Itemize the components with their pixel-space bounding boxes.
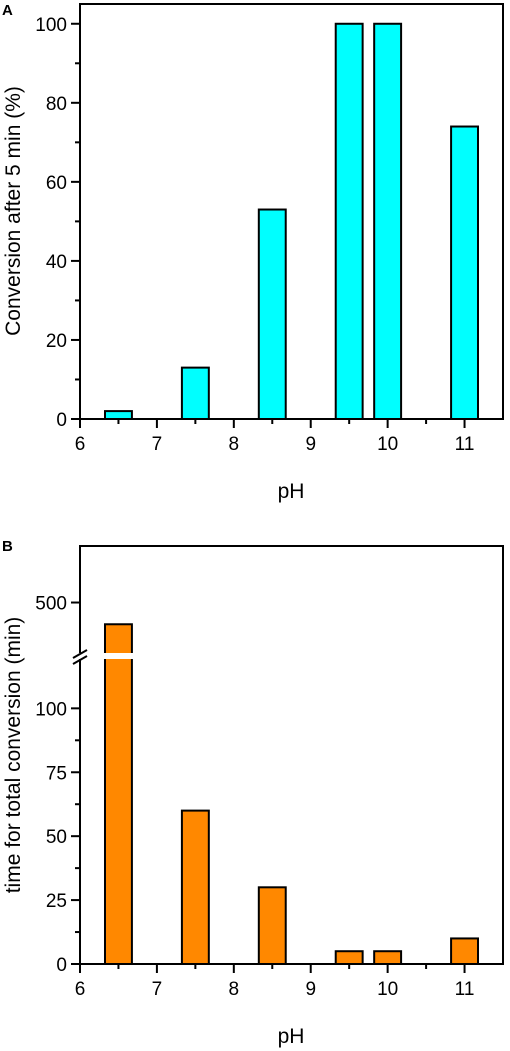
panel-a-x-axis-title: pH [278,480,305,503]
panel-b-x-tick-label: 11 [455,979,475,1000]
panel-a-letter: A [2,2,13,19]
panel-b-y-tick-label: 50 [46,827,67,848]
panel-b-break-slash [72,655,88,665]
panel-b-break-slash [72,649,88,659]
panel-a-plot-frame [79,3,504,420]
panel-b-y-tick-label: 25 [46,891,67,912]
panel-a-y-axis-title: Conversion after 5 min (%) [2,86,25,336]
panel-b-plot-frame [79,545,504,965]
panel-b-y-tick-label: 75 [46,763,67,784]
panel-a-x-tick-label: 8 [229,434,240,455]
panel-a-x-tick-labels: 6 7 8 9 10 11 [75,434,475,455]
panel-b-break-gap [101,653,135,659]
panel-b-y-tick-labels: 0 25 50 75 100 500 [35,594,67,976]
panel-b-bar [180,809,210,966]
panel-a-y-tick-label: 0 [56,410,67,431]
panel-a-x-tick-label: 11 [455,434,475,455]
panel-a-bar [450,125,480,421]
panel-b-y-tick-label: 100 [35,699,67,720]
panel-a-x-tick-label: 7 [152,434,163,455]
panel-b-x-axis-title: pH [278,1025,305,1048]
panel-b-bars [103,623,480,966]
panel-b-x-tick-label: 8 [229,979,240,1000]
panel-b-x-tick-label: 10 [377,979,398,1000]
panel-b-x-tick-label: 7 [152,979,163,1000]
panel-b-x-tick-label: 9 [305,979,316,1000]
panel-a-bar [103,410,133,421]
panel-b-bar [257,886,287,965]
panel-a: A 6 7 8 9 10 11 0 20 40 60 80 100 pH Conversion af… [2,2,504,503]
panel-b-letter: B [2,538,13,555]
panel-a-y-tick-label: 60 [46,173,67,194]
panel-b-bar [450,937,480,965]
panel-a-x-tick-label: 9 [305,434,316,455]
panel-a-bar [334,22,364,421]
panel-b-axis-gap [78,653,82,659]
panel-a-bar [180,366,210,420]
panel-b-y-tick-label: 0 [56,955,67,976]
panel-b-y-tick-label: 500 [35,594,67,615]
panel-b: B 6 7 8 9 10 11 0 25 50 75 100 500 pH time for tot… [2,538,504,1048]
panel-a-bar [257,208,287,420]
panel-b-bar [334,950,364,966]
panel-a-y-tick-label: 100 [35,15,67,36]
panel-a-y-tick-label: 80 [46,94,67,115]
panel-a-y-tick-label: 20 [46,331,67,352]
panel-b-x-tick-labels: 6 7 8 9 10 11 [75,979,475,1000]
panel-a-x-tick-label: 6 [75,434,86,455]
panel-b-axis-break [72,649,135,665]
panel-a-ticks [71,22,466,428]
panel-b-ticks [71,601,466,973]
panel-a-x-tick-label: 10 [377,434,398,455]
panel-b-x-tick-label: 6 [75,979,86,1000]
panel-a-y-tick-labels: 0 20 40 60 80 100 [35,15,67,431]
panel-b-y-axis-title: time for total conversion (min) [2,617,25,894]
panel-a-bar [373,22,403,421]
panel-b-bar [373,950,403,966]
panel-a-bars [103,22,480,421]
panel-a-y-tick-label: 40 [46,252,67,273]
panel-b-bar [103,623,133,965]
